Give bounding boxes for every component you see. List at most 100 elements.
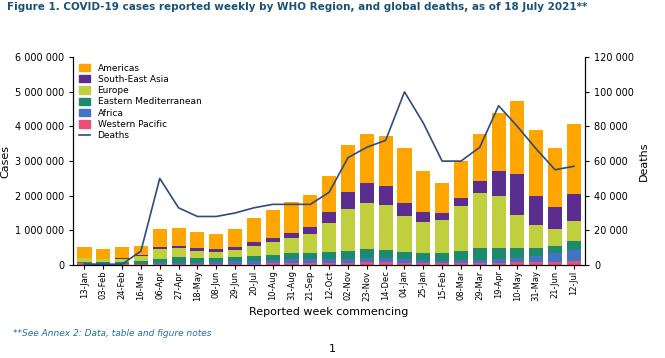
Bar (416, 253, 430, 260)
Deaths (325, 190, 333, 194)
Bar (341, 192, 355, 209)
Bar (190, 232, 204, 248)
Bar (398, 258, 412, 263)
Bar (435, 261, 449, 263)
Bar (529, 248, 543, 256)
Deaths (194, 214, 201, 219)
Bar (491, 113, 505, 171)
Bar (303, 234, 317, 253)
Bar (473, 135, 487, 181)
Bar (77, 262, 92, 263)
Bar (228, 250, 242, 257)
Bar (567, 250, 581, 261)
Bar (134, 261, 148, 263)
Bar (360, 262, 374, 265)
Bar (153, 258, 167, 263)
Bar (548, 262, 562, 265)
Bar (190, 258, 204, 263)
Bar (172, 264, 186, 265)
Bar (153, 249, 167, 258)
Deaths (532, 147, 540, 151)
Bar (529, 262, 543, 265)
Deaths (495, 103, 503, 108)
Bar (454, 161, 468, 198)
Bar (567, 194, 581, 221)
Bar (398, 203, 412, 216)
Deaths (363, 145, 371, 149)
Bar (322, 260, 336, 263)
Bar (416, 222, 430, 253)
Bar (77, 263, 92, 265)
Bar (303, 195, 317, 227)
Bar (473, 263, 487, 265)
Bar (378, 187, 393, 205)
Bar (567, 241, 581, 250)
Deaths (513, 124, 521, 129)
Bar (435, 213, 449, 221)
Bar (416, 171, 430, 212)
Bar (303, 227, 317, 234)
Bar (473, 248, 487, 260)
Bar (190, 263, 204, 264)
Line: Deaths: Deaths (84, 92, 574, 264)
Bar (247, 242, 261, 246)
Bar (378, 136, 393, 187)
Bar (360, 134, 374, 183)
Deaths (420, 121, 428, 125)
Bar (378, 258, 393, 262)
Bar (285, 253, 299, 259)
Bar (209, 249, 223, 252)
Bar (360, 203, 374, 249)
Bar (360, 258, 374, 262)
Deaths (438, 159, 446, 163)
Bar (190, 248, 204, 251)
Bar (341, 259, 355, 263)
Bar (96, 264, 110, 265)
X-axis label: Reported week commencing: Reported week commencing (249, 307, 409, 317)
Bar (322, 176, 336, 212)
Bar (548, 207, 562, 229)
Bar (134, 246, 148, 255)
Bar (134, 264, 148, 265)
Deaths (269, 202, 277, 207)
Bar (341, 145, 355, 192)
Bar (548, 229, 562, 246)
Deaths (250, 205, 258, 210)
Bar (172, 248, 186, 257)
Bar (265, 260, 280, 263)
Bar (172, 246, 186, 248)
Bar (473, 193, 487, 248)
Bar (303, 253, 317, 259)
Bar (209, 262, 223, 264)
Bar (77, 247, 92, 258)
Bar (96, 248, 110, 258)
Bar (209, 264, 223, 265)
Bar (265, 263, 280, 265)
Bar (115, 263, 129, 264)
Bar (322, 223, 336, 252)
Deaths (457, 159, 465, 163)
Bar (378, 262, 393, 265)
Bar (510, 258, 525, 262)
Bar (510, 101, 525, 174)
Bar (416, 260, 430, 263)
Bar (190, 264, 204, 265)
Bar (435, 183, 449, 213)
Bar (115, 264, 129, 265)
Bar (416, 212, 430, 222)
Bar (510, 174, 525, 216)
Bar (435, 221, 449, 253)
Bar (115, 247, 129, 258)
Y-axis label: Deaths: Deaths (638, 141, 648, 181)
Bar (529, 225, 543, 248)
Deaths (99, 262, 107, 266)
Bar (247, 246, 261, 256)
Bar (134, 263, 148, 264)
Bar (491, 259, 505, 263)
Bar (567, 221, 581, 241)
Bar (398, 216, 412, 252)
Deaths (80, 262, 88, 266)
Bar (529, 196, 543, 225)
Text: Figure 1. COVID-19 cases reported weekly by WHO Region, and global deaths, as of: Figure 1. COVID-19 cases reported weekly… (7, 2, 587, 12)
Bar (247, 256, 261, 261)
